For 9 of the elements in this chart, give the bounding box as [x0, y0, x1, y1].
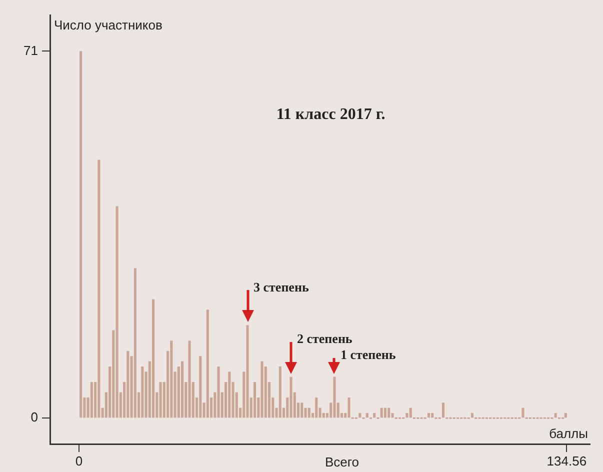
x-axis-title: баллы	[549, 426, 588, 442]
text: 11 класс 2017 г.	[276, 106, 386, 124]
y-tick-label: 71	[24, 42, 38, 58]
x-tick-label: 134.56	[546, 453, 587, 468]
annotation: 3 степень	[254, 279, 309, 294]
annotation: 2 степень	[297, 331, 352, 346]
annotation: 1 степень	[340, 347, 396, 362]
y-axis-title: Число участников	[54, 18, 162, 33]
text: Всего	[324, 454, 360, 470]
